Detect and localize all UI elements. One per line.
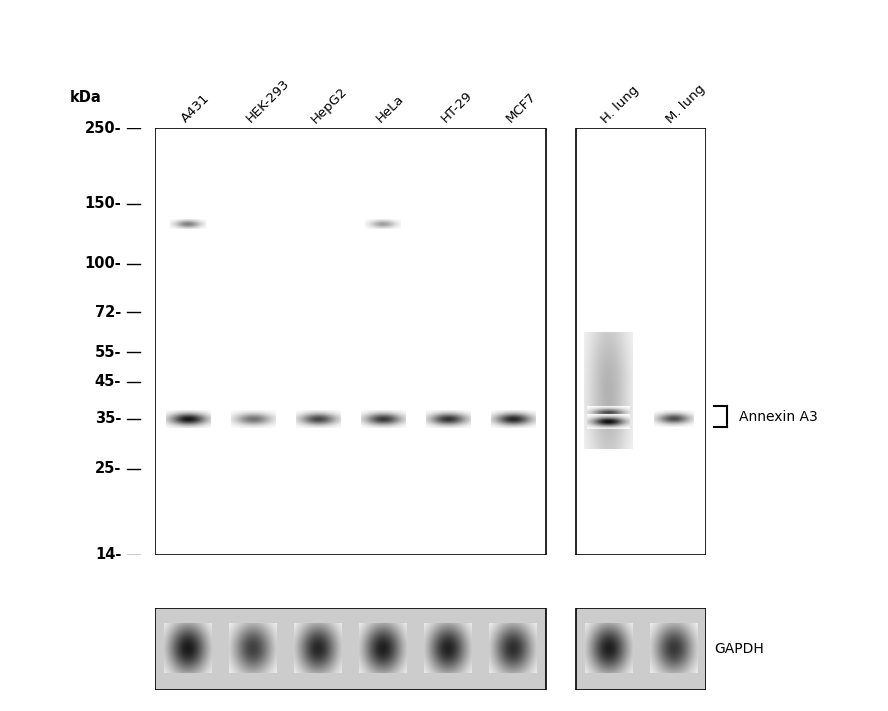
Text: HepG2: HepG2 (309, 85, 350, 126)
Text: M. lung: M. lung (664, 82, 708, 126)
Text: HT-29: HT-29 (439, 90, 475, 126)
Text: GAPDH: GAPDH (714, 642, 764, 656)
Text: 45-: 45- (95, 374, 121, 389)
Text: H. lung: H. lung (599, 83, 642, 126)
Text: 100-: 100- (84, 256, 121, 271)
Text: HEK-293: HEK-293 (244, 77, 292, 126)
Text: 250-: 250- (84, 120, 121, 136)
Text: 55-: 55- (95, 345, 121, 360)
Text: 150-: 150- (84, 196, 121, 211)
Bar (576, 128, 706, 555)
Text: kDa: kDa (69, 90, 101, 105)
Text: 25-: 25- (95, 461, 121, 476)
Bar (155, 128, 545, 555)
Text: A431: A431 (178, 92, 212, 126)
Text: 35-: 35- (95, 412, 121, 427)
Bar (576, 608, 706, 690)
Text: MCF7: MCF7 (503, 90, 539, 126)
Text: HeLa: HeLa (374, 92, 407, 126)
Text: Annexin A3: Annexin A3 (739, 410, 818, 424)
Text: 14-: 14- (95, 547, 121, 562)
Text: 72-: 72- (95, 305, 121, 320)
Bar (155, 608, 545, 690)
